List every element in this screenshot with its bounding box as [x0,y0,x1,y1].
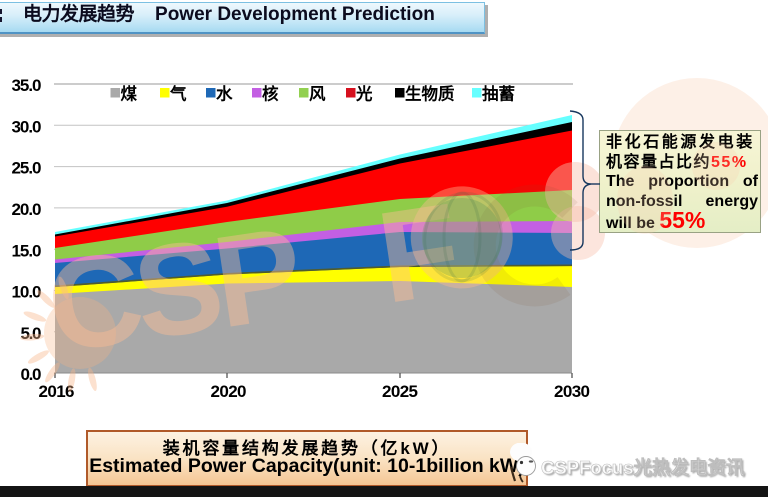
svg-text:2016: 2016 [39,382,75,401]
svg-text:15.0: 15.0 [12,241,42,260]
svg-text:5.0: 5.0 [21,324,42,343]
svg-text:生物质: 生物质 [405,84,455,104]
svg-text:2020: 2020 [211,382,247,401]
svg-text:风: 风 [309,85,326,104]
svg-text:核: 核 [262,84,279,104]
svg-text:光: 光 [355,84,373,104]
svg-text:25.0: 25.0 [12,159,42,178]
svg-text:35.0: 35.0 [12,76,42,95]
svg-text:0.0: 0.0 [21,365,42,384]
svg-text:2030: 2030 [554,382,590,401]
svg-text:气: 气 [169,84,187,104]
svg-text:抽蓄: 抽蓄 [482,84,515,104]
svg-text:30.0: 30.0 [12,117,42,136]
svg-text:水: 水 [216,84,233,104]
svg-text:10.0: 10.0 [12,283,42,302]
svg-text:20.0: 20.0 [12,200,42,219]
svg-text:煤: 煤 [121,84,138,104]
svg-text:2025: 2025 [382,382,418,401]
